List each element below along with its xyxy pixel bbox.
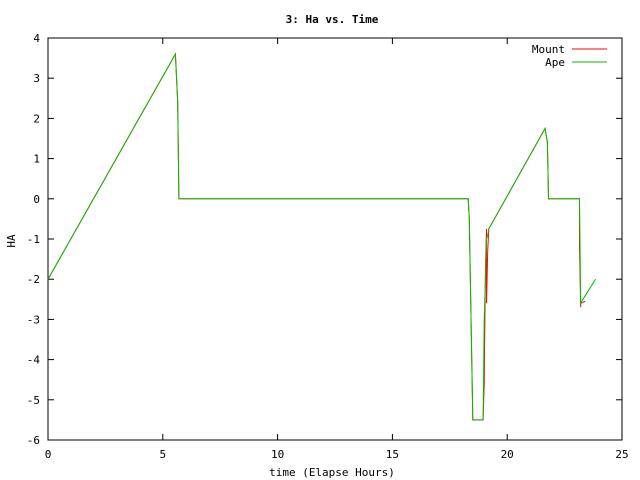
- x-axis-label: time (Elapse Hours): [269, 466, 395, 479]
- x-tick-label: 20: [501, 448, 514, 461]
- legend-label: Mount: [532, 43, 565, 56]
- y-tick-label: -1: [27, 233, 40, 246]
- x-tick-label: 0: [45, 448, 52, 461]
- y-tick-label: 1: [33, 153, 40, 166]
- y-tick-label: -6: [27, 434, 40, 447]
- y-tick-label: 2: [33, 112, 40, 125]
- series-line-ape: [48, 54, 596, 420]
- y-tick-label: -3: [27, 313, 40, 326]
- legend-label: Ape: [545, 56, 565, 69]
- y-tick-label: -2: [27, 273, 40, 286]
- x-tick-label: 10: [271, 448, 284, 461]
- y-tick-label: 3: [33, 72, 40, 85]
- series-line-mount: [48, 54, 585, 420]
- x-tick-label: 25: [615, 448, 628, 461]
- x-tick-label: 15: [386, 448, 399, 461]
- y-tick-label: -5: [27, 394, 40, 407]
- y-tick-label: -4: [27, 354, 41, 367]
- y-tick-label: 4: [33, 32, 40, 45]
- plot-frame: [48, 38, 622, 440]
- y-tick-label: 0: [33, 193, 40, 206]
- y-axis-label: HA: [5, 234, 18, 248]
- x-tick-label: 5: [159, 448, 166, 461]
- chart-title: 3: Ha vs. Time: [286, 13, 379, 26]
